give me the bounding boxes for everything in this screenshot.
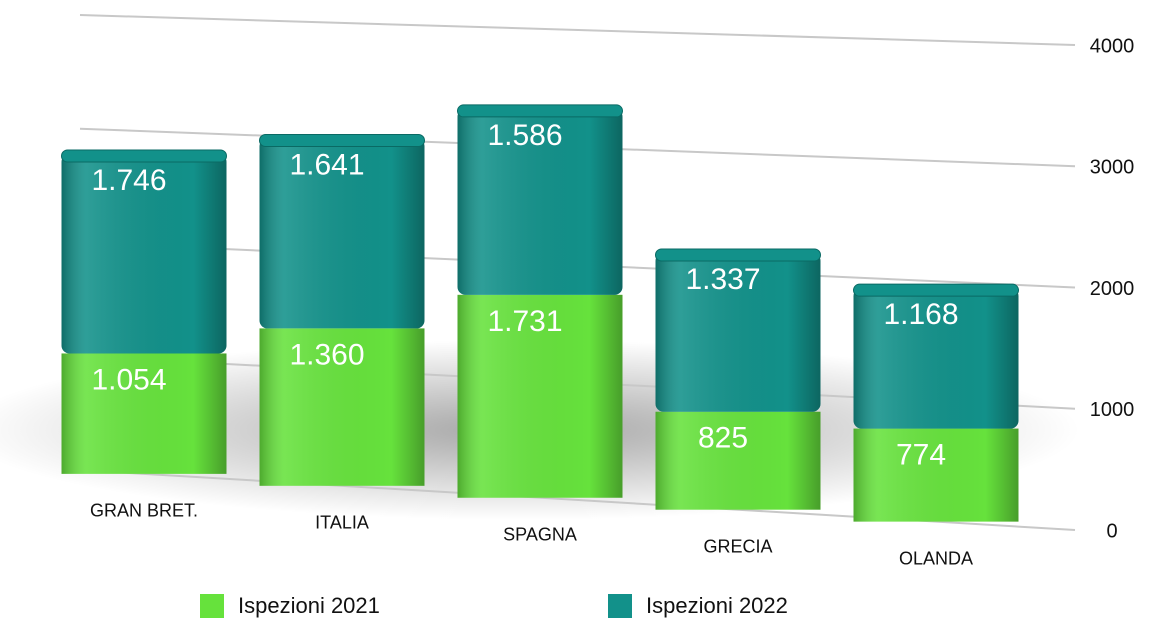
y-tick-label: 4000 — [1090, 35, 1135, 57]
value-label: 774 — [896, 439, 946, 472]
x-tick-label: GRAN BRET. — [90, 501, 198, 521]
bar-top — [853, 283, 1019, 297]
value-label: 1.360 — [289, 338, 364, 371]
legend-swatch — [608, 594, 632, 618]
legend-label: Ispezioni 2021 — [238, 593, 380, 618]
y-tick-label: 3000 — [1090, 157, 1135, 179]
legend-label: Ispezioni 2022 — [646, 593, 788, 618]
value-label: 1.337 — [685, 263, 760, 296]
value-label: 1.641 — [289, 148, 364, 181]
legend-swatch — [200, 594, 224, 618]
bar-top — [457, 104, 623, 118]
bar-top — [655, 248, 821, 262]
value-label: 1.168 — [883, 298, 958, 331]
value-label: 1.054 — [91, 363, 166, 396]
value-label: 825 — [698, 422, 748, 455]
bar-shade — [61, 353, 227, 474]
bar-shade — [457, 294, 623, 498]
x-tick-label: ITALIA — [315, 513, 369, 533]
bar-shade — [457, 108, 623, 295]
value-label: 1.746 — [91, 164, 166, 197]
bar-shade — [259, 138, 425, 329]
bar-shade — [655, 411, 821, 510]
y-tick-label: 0 — [1106, 520, 1117, 542]
bar-shade — [259, 328, 425, 486]
x-tick-label: OLANDA — [899, 548, 973, 568]
grid-line — [79, 14, 1076, 46]
bar-shade — [61, 154, 227, 354]
y-tick-label: 2000 — [1090, 278, 1135, 300]
bar-shade — [853, 288, 1019, 429]
bar-top — [259, 134, 425, 148]
value-label: 1.731 — [487, 305, 562, 338]
bar-top — [61, 149, 227, 163]
x-tick-label: GRECIA — [703, 536, 772, 556]
y-tick-label: 1000 — [1090, 399, 1135, 421]
x-tick-label: SPAGNA — [503, 524, 577, 544]
value-label: 1.586 — [487, 119, 562, 152]
bar-shade — [853, 428, 1019, 522]
bar-shade — [655, 253, 821, 412]
